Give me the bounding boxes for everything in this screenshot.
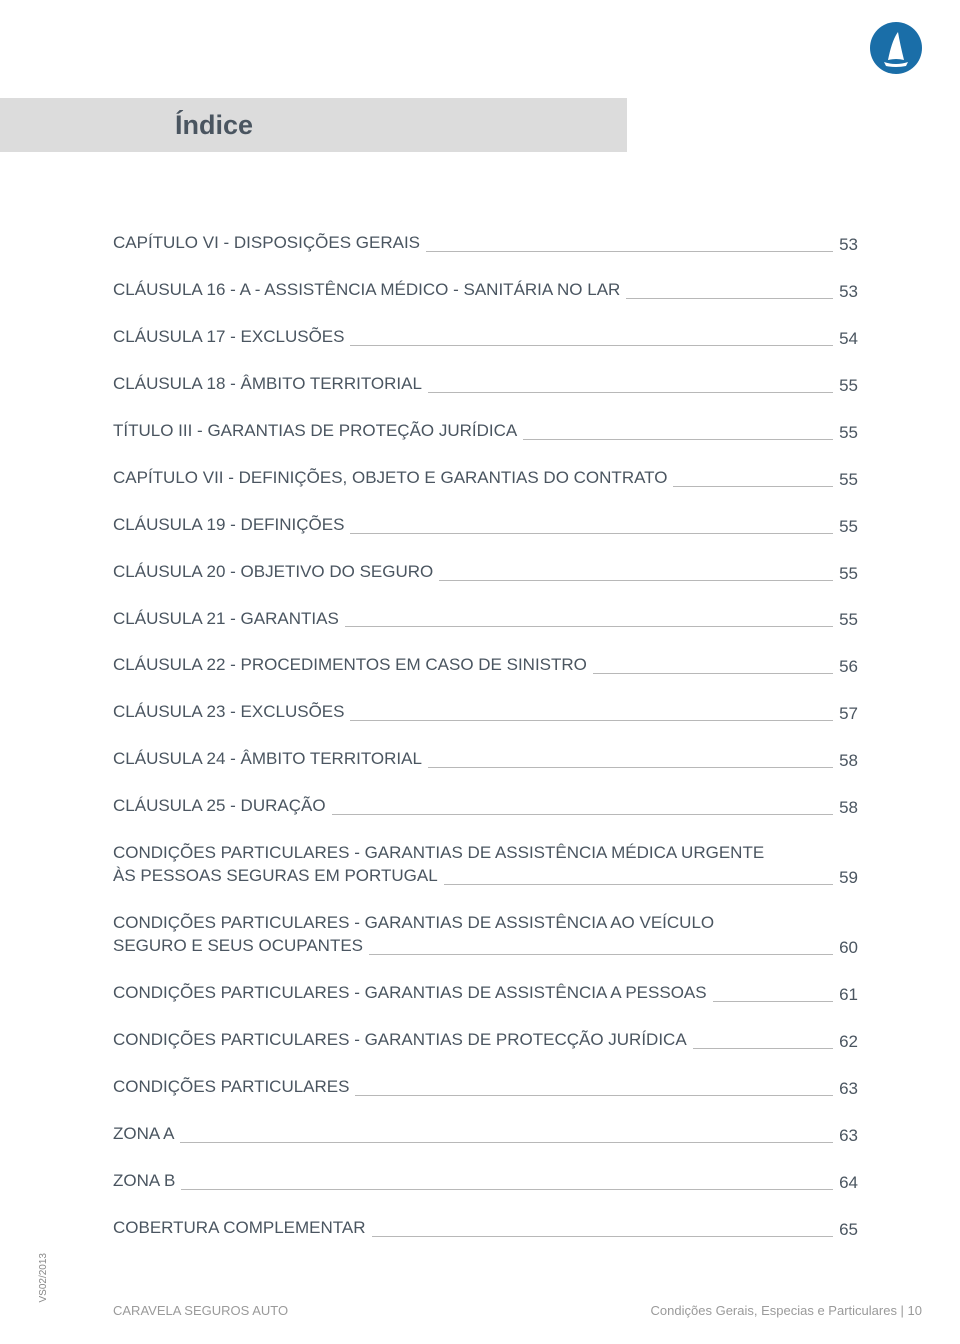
toc-label: TÍTULO III - GARANTIAS DE PROTEÇÃO JURÍD… xyxy=(113,420,517,443)
toc-leader xyxy=(350,345,833,346)
toc-leader xyxy=(369,954,833,955)
footer: CARAVELA SEGUROS AUTO Condições Gerais, … xyxy=(113,1303,922,1318)
toc-leader xyxy=(673,486,833,487)
toc-entry[interactable]: CLÁUSULA 16 - A - ASSISTÊNCIA MÉDICO - S… xyxy=(113,279,858,302)
toc-entry[interactable]: TÍTULO III - GARANTIAS DE PROTEÇÃO JURÍD… xyxy=(113,420,858,443)
toc-label: CONDIÇÕES PARTICULARES - GARANTIAS DE AS… xyxy=(113,982,707,1005)
toc-entry[interactable]: CONDIÇÕES PARTICULARES - GARANTIAS DE AS… xyxy=(113,912,858,958)
toc-label-line1: CONDIÇÕES PARTICULARES - GARANTIAS DE AS… xyxy=(113,842,858,865)
toc-label: ZONA A xyxy=(113,1123,174,1146)
toc-leader xyxy=(444,884,833,885)
toc-page: 65 xyxy=(839,1220,858,1240)
toc-leader xyxy=(181,1189,833,1190)
toc-page: 54 xyxy=(839,329,858,349)
toc-entry[interactable]: CONDIÇÕES PARTICULARES - GARANTIAS DE PR… xyxy=(113,1029,858,1052)
toc-page: 55 xyxy=(839,470,858,490)
toc-leader xyxy=(428,392,833,393)
toc-leader xyxy=(350,533,833,534)
toc-entry[interactable]: CONDIÇÕES PARTICULARES 63 xyxy=(113,1076,858,1099)
toc-label: CLÁUSULA 20 - OBJETIVO DO SEGURO xyxy=(113,561,433,584)
toc-leader xyxy=(593,673,833,674)
toc-page: 55 xyxy=(839,517,858,537)
company-logo xyxy=(870,22,922,74)
toc-label: CONDIÇÕES PARTICULARES - GARANTIAS DE PR… xyxy=(113,1029,687,1052)
toc-page: 58 xyxy=(839,751,858,771)
toc-leader xyxy=(180,1142,833,1143)
toc-entry[interactable]: CLÁUSULA 23 - EXCLUSÕES 57 xyxy=(113,701,858,724)
toc-label: COBERTURA COMPLEMENTAR xyxy=(113,1217,366,1240)
table-of-contents: CAPÍTULO VI - DISPOSIÇÕES GERAIS 53 CLÁUSU… xyxy=(113,232,858,1264)
toc-label-line2: SEGURO E SEUS OCUPANTES xyxy=(113,935,363,958)
toc-entry[interactable]: CLÁUSULA 17 - EXCLUSÕES 54 xyxy=(113,326,858,349)
version-label: VS02/2013 xyxy=(38,1253,49,1303)
toc-entry[interactable]: CAPÍTULO VII - DEFINIÇÕES, OBJETO E GARA… xyxy=(113,467,858,490)
toc-page: 62 xyxy=(839,1032,858,1052)
toc-page: 53 xyxy=(839,235,858,255)
toc-label: CLÁUSULA 19 - DEFINIÇÕES xyxy=(113,514,344,537)
toc-label: CLÁUSULA 24 - ÂMBITO TERRITORIAL xyxy=(113,748,422,771)
toc-entry[interactable]: ZONA B 64 xyxy=(113,1170,858,1193)
page-title: Índice xyxy=(175,110,253,141)
toc-entry[interactable]: CLÁUSULA 18 - ÂMBITO TERRITORIAL 55 xyxy=(113,373,858,396)
toc-label: CLÁUSULA 25 - DURAÇÃO xyxy=(113,795,326,818)
toc-label-line1: CONDIÇÕES PARTICULARES - GARANTIAS DE AS… xyxy=(113,912,858,935)
footer-left: CARAVELA SEGUROS AUTO xyxy=(113,1303,288,1318)
toc-entry[interactable]: CLÁUSULA 24 - ÂMBITO TERRITORIAL 58 xyxy=(113,748,858,771)
toc-page: 55 xyxy=(839,376,858,396)
toc-entry[interactable]: CONDIÇÕES PARTICULARES - GARANTIAS DE AS… xyxy=(113,982,858,1005)
toc-label-line2: ÀS PESSOAS SEGURAS EM PORTUGAL xyxy=(113,865,438,888)
toc-page: 59 xyxy=(839,868,858,888)
toc-leader xyxy=(693,1048,833,1049)
toc-label: CAPÍTULO VII - DEFINIÇÕES, OBJETO E GARA… xyxy=(113,467,667,490)
toc-page: 55 xyxy=(839,610,858,630)
toc-leader xyxy=(332,814,834,815)
toc-entry[interactable]: CAPÍTULO VI - DISPOSIÇÕES GERAIS 53 xyxy=(113,232,858,255)
toc-page: 56 xyxy=(839,657,858,677)
footer-right: Condições Gerais, Especias e Particulare… xyxy=(651,1303,922,1318)
toc-page: 63 xyxy=(839,1079,858,1099)
toc-entry[interactable]: CLÁUSULA 25 - DURAÇÃO 58 xyxy=(113,795,858,818)
toc-leader xyxy=(523,439,833,440)
toc-leader xyxy=(428,767,833,768)
toc-leader xyxy=(345,626,833,627)
toc-entry[interactable]: CLÁUSULA 22 - PROCEDIMENTOS EM CASO DE S… xyxy=(113,654,858,677)
header-bar: Índice xyxy=(0,98,627,152)
toc-label: ZONA B xyxy=(113,1170,175,1193)
toc-leader xyxy=(439,580,833,581)
toc-label: CLÁUSULA 18 - ÂMBITO TERRITORIAL xyxy=(113,373,422,396)
toc-entry[interactable]: CLÁUSULA 19 - DEFINIÇÕES 55 xyxy=(113,514,858,537)
toc-leader xyxy=(426,251,833,252)
toc-page: 61 xyxy=(839,985,858,1005)
toc-page: 60 xyxy=(839,938,858,958)
toc-label: CLÁUSULA 23 - EXCLUSÕES xyxy=(113,701,344,724)
toc-entry[interactable]: ZONA A 63 xyxy=(113,1123,858,1146)
toc-page: 64 xyxy=(839,1173,858,1193)
toc-leader xyxy=(350,720,833,721)
toc-label: CLÁUSULA 22 - PROCEDIMENTOS EM CASO DE S… xyxy=(113,654,587,677)
toc-page: 53 xyxy=(839,282,858,302)
toc-page: 55 xyxy=(839,564,858,584)
toc-entry[interactable]: CLÁUSULA 20 - OBJETIVO DO SEGURO 55 xyxy=(113,561,858,584)
toc-leader xyxy=(355,1095,833,1096)
toc-page: 58 xyxy=(839,798,858,818)
toc-page: 57 xyxy=(839,704,858,724)
toc-label: CAPÍTULO VI - DISPOSIÇÕES GERAIS xyxy=(113,232,420,255)
toc-label: CLÁUSULA 17 - EXCLUSÕES xyxy=(113,326,344,349)
toc-label: CLÁUSULA 16 - A - ASSISTÊNCIA MÉDICO - S… xyxy=(113,279,620,302)
toc-page: 63 xyxy=(839,1126,858,1146)
toc-entry[interactable]: CLÁUSULA 21 - GARANTIAS 55 xyxy=(113,608,858,631)
toc-entry[interactable]: COBERTURA COMPLEMENTAR 65 xyxy=(113,1217,858,1240)
toc-label: CLÁUSULA 21 - GARANTIAS xyxy=(113,608,339,631)
toc-entry[interactable]: CONDIÇÕES PARTICULARES - GARANTIAS DE AS… xyxy=(113,842,858,888)
toc-leader xyxy=(626,298,833,299)
toc-label: CONDIÇÕES PARTICULARES xyxy=(113,1076,349,1099)
toc-leader xyxy=(713,1001,833,1002)
toc-page: 55 xyxy=(839,423,858,443)
toc-leader xyxy=(372,1236,834,1237)
